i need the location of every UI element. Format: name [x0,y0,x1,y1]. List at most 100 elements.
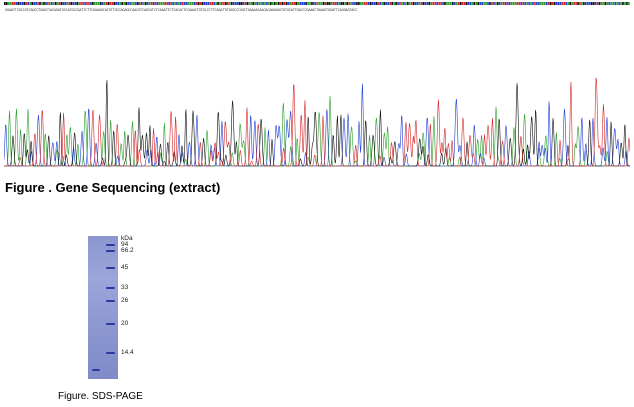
base-color-cell [230,2,233,5]
base-color-cell [485,2,487,5]
base-color-cell [583,2,585,5]
base-color-cell [240,2,243,5]
base-color-cell [373,2,376,5]
base-color-cell [514,2,517,5]
base-color-cell [47,2,49,5]
base-color-cell [107,2,110,5]
base-color-cell [350,2,352,5]
base-color-cell [367,2,370,5]
base-color-cell [103,2,106,5]
base-color-cell [536,2,538,5]
base-color-cell [571,2,573,5]
base-color-cell [275,2,278,5]
base-color-cell [66,2,69,5]
base-color-cell [176,2,178,5]
base-color-cell [272,2,274,5]
base-color-cell [74,2,77,5]
base-color-cell [187,2,190,5]
base-color-cell [45,2,47,5]
trace-A [4,95,630,167]
base-color-cell [234,2,237,5]
base-color-cell [39,2,41,5]
base-color-cell [43,2,45,5]
base-color-cell [420,2,423,5]
base-color-cell [168,2,170,5]
base-color-cell [600,2,603,5]
base-color-cell [356,2,358,5]
base-color-cell [115,2,118,5]
base-color-cell [256,2,259,5]
base-color-cell [346,2,348,5]
base-color-cell [92,2,94,5]
base-color-cell [15,2,18,5]
marker-label: 33 [121,284,129,291]
base-color-cell [238,2,241,5]
base-color-cell [569,2,572,5]
base-color-cell [50,2,53,5]
base-color-cell [581,2,583,5]
base-color-cell [70,2,73,5]
base-color-cell [540,2,542,5]
base-color-cell [594,2,597,5]
base-color-cell [232,2,235,5]
base-color-cell [332,2,335,5]
base-color-cell [111,2,114,5]
base-color-cell [219,2,221,5]
base-color-cell [72,2,75,5]
base-color-cell [19,2,22,5]
base-color-cell [62,2,65,5]
marker-label: 14.4 [121,349,134,356]
base-color-cell [317,2,319,5]
base-color-cell [244,2,247,5]
base-color-cell [101,2,104,5]
base-color-cell [140,2,143,5]
base-color-cell [616,2,618,5]
base-color-cell [223,2,225,5]
base-color-cell [586,2,589,5]
base-color-cell [358,2,360,5]
base-color-cell [543,2,546,5]
base-color-cell [285,2,288,5]
base-color-cell [379,2,382,5]
base-color-cell [365,2,368,5]
base-color-cell [123,2,125,5]
base-color-cell [78,2,80,5]
sds-page-caption: Figure. SDS-PAGE [58,391,143,402]
base-color-cell [442,2,444,5]
base-color-cell [493,2,495,5]
base-color-cell [579,2,581,5]
base-color-cell [291,2,294,5]
base-color-cell [489,2,491,5]
marker-band [106,250,115,252]
base-color-cell [295,2,298,5]
base-color-cell [385,2,388,5]
base-color-cell [487,2,489,5]
base-color-cell [510,2,513,5]
base-color-cell [242,2,245,5]
marker-label: 94 [121,241,129,248]
base-color-cell [446,2,448,5]
base-color-cell [506,2,509,5]
base-color-cell [596,2,599,5]
base-color-cell [185,2,188,5]
base-color-cell [549,2,552,5]
base-color-cell [41,2,43,5]
base-color-cell [193,2,196,5]
base-color-cell [483,2,485,5]
base-color-cell [414,2,417,5]
base-color-cell [467,2,470,5]
base-color-cell [463,2,466,5]
marker-band [106,323,115,325]
base-color-cell [363,2,366,5]
base-color-cell [451,2,454,5]
base-color-cell [250,2,253,5]
base-color-cell [459,2,462,5]
base-color-cell [342,2,345,5]
base-color-cell [522,2,525,5]
base-color-cell [88,2,90,5]
base-color-cell [340,2,343,5]
base-color-cell [377,2,380,5]
base-color-cell [624,2,626,5]
base-color-cell [465,2,468,5]
base-color-cell [348,2,350,5]
